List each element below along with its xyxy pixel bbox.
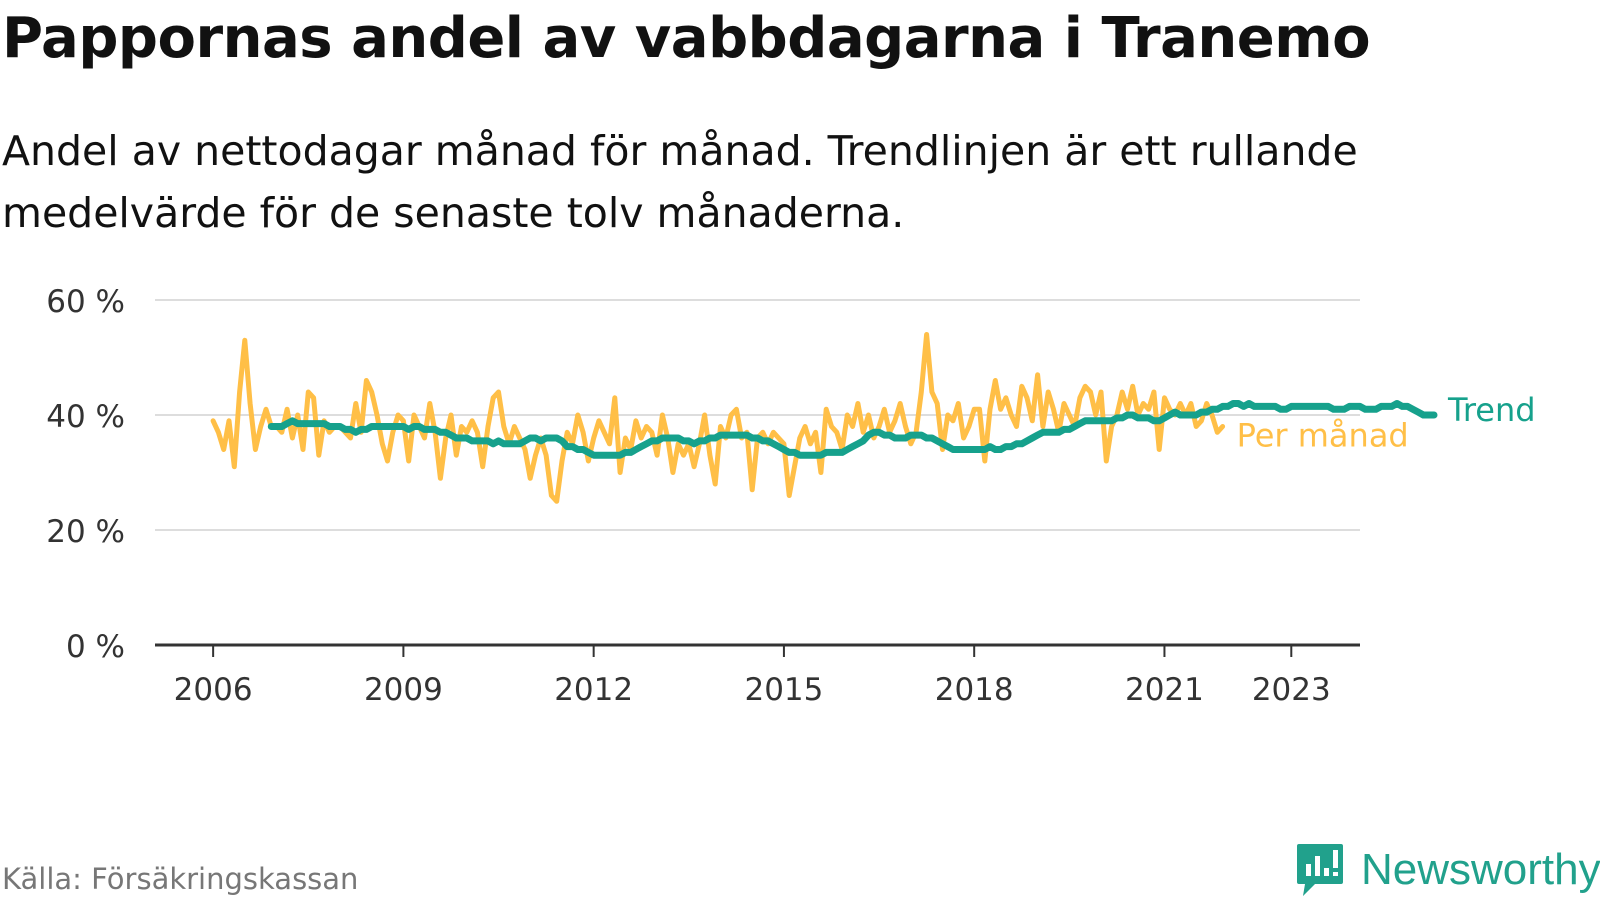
series-label: Per månad xyxy=(1237,417,1409,455)
brand-name: Newsworthy xyxy=(1361,845,1600,894)
x-tick-label: 2021 xyxy=(1125,672,1204,708)
x-tick-label: 2006 xyxy=(174,672,253,708)
newsworthy-logo[interactable]: Newsworthy xyxy=(1295,842,1600,898)
y-axis-ticks: 0 % 20 % 40 % 60 % xyxy=(46,284,125,665)
x-tick-label: 2009 xyxy=(364,672,443,708)
x-axis-ticks: 2006 2009 2012 2015 2018 2021 2023 xyxy=(174,645,1331,708)
y-tick-label: 20 % xyxy=(46,514,125,550)
chart-subtitle: Andel av nettodagar månad för månad. Tre… xyxy=(2,127,1358,237)
y-tick-label: 60 % xyxy=(46,284,125,320)
series-end-labels: Trend Per månad xyxy=(1237,391,1536,455)
x-tick-label: 2018 xyxy=(935,672,1014,708)
source-note: Källa: Försäkringskassan xyxy=(2,862,359,896)
chart-bubble-icon xyxy=(1297,844,1343,896)
y-tick-label: 0 % xyxy=(66,629,125,665)
series-line-trend xyxy=(267,400,1438,459)
gridlines xyxy=(155,299,1360,647)
chart-title: Pappornas andel av vabbdagarna i Tranemo xyxy=(2,6,1371,71)
series-label: Trend xyxy=(1447,391,1536,429)
line-chart: 0 % 20 % 40 % 60 % 2006 2009 2012 2015 2018 2021… xyxy=(46,284,1536,708)
series-lines xyxy=(210,332,1438,504)
series-line-per-manad xyxy=(210,332,1226,504)
x-tick-label: 2012 xyxy=(554,672,633,708)
y-tick-label: 40 % xyxy=(46,399,125,435)
x-tick-label: 2023 xyxy=(1252,672,1331,708)
x-tick-label: 2015 xyxy=(744,672,823,708)
